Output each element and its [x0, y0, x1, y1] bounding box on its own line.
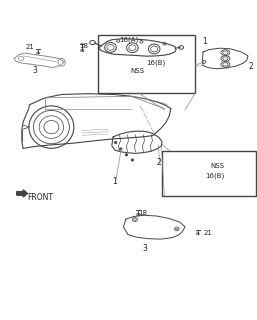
Text: 1: 1	[202, 37, 207, 46]
Bar	[98, 35, 195, 93]
Ellipse shape	[125, 154, 128, 156]
Text: FRONT: FRONT	[27, 193, 53, 202]
Text: 2: 2	[157, 158, 162, 167]
Text: 3: 3	[143, 244, 148, 253]
Text: 18: 18	[138, 210, 147, 216]
Text: 16(A): 16(A)	[119, 36, 138, 43]
Text: 2: 2	[248, 62, 253, 71]
Text: 21: 21	[204, 230, 213, 236]
Text: 3: 3	[32, 66, 37, 75]
Text: NSS: NSS	[210, 164, 224, 169]
Text: 16(B): 16(B)	[146, 60, 165, 66]
Ellipse shape	[131, 159, 134, 161]
Ellipse shape	[114, 141, 117, 144]
Bar	[162, 151, 256, 196]
Text: NSS: NSS	[131, 68, 144, 74]
Text: 21: 21	[25, 44, 34, 50]
Polygon shape	[17, 190, 27, 197]
Text: 18: 18	[79, 43, 88, 49]
Text: 16(B): 16(B)	[205, 172, 224, 179]
Text: 1: 1	[112, 177, 117, 186]
Ellipse shape	[120, 148, 122, 150]
